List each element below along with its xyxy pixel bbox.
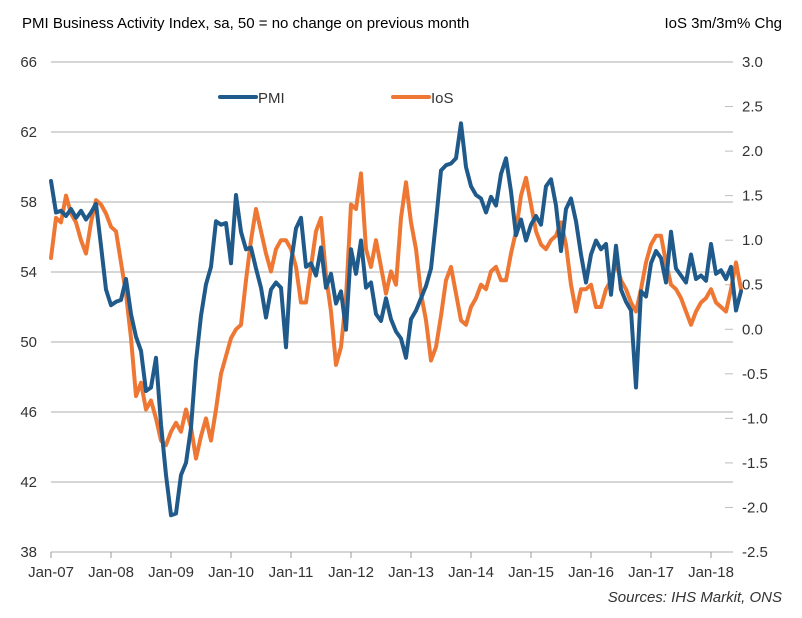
x-tick-label: Jan-10 <box>208 564 254 581</box>
legend: PMI IoS <box>218 90 454 107</box>
right-tick-label: -0.5 <box>742 366 768 383</box>
series-line-pmi <box>49 121 743 518</box>
series-line-ios <box>49 171 743 461</box>
source-note: Sources: IHS Markit, ONS <box>608 589 782 606</box>
right-tick-label: -2.0 <box>742 499 768 516</box>
left-tick-label: 66 <box>20 54 37 71</box>
legend-label-pmi: PMI <box>258 90 285 107</box>
x-tick-label: Jan-08 <box>88 564 134 581</box>
legend-label-ios: IoS <box>431 90 454 107</box>
x-tick-label: Jan-12 <box>328 564 374 581</box>
right-tick-label: 2.5 <box>742 99 763 116</box>
x-tick-label: Jan-09 <box>148 564 194 581</box>
x-tick-label: Jan-07 <box>28 564 74 581</box>
x-tick-label: Jan-13 <box>388 564 434 581</box>
right-tick-label: 2.0 <box>742 143 763 160</box>
right-tick-label: -1.0 <box>742 410 768 427</box>
left-tick-label: 42 <box>20 474 37 491</box>
left-tick-label: 62 <box>20 124 37 141</box>
left-tick-label: 38 <box>20 544 37 561</box>
chart-title: PMI Business Activity Index, sa, 50 = no… <box>22 15 469 32</box>
right-tick-label: 0.5 <box>742 277 763 294</box>
left-tick-label: 46 <box>20 404 37 421</box>
x-tick-label: Jan-16 <box>568 564 614 581</box>
right-y-axis: -2.5 -2.0 -1.5 -1.0 -0.5 0.0 0.5 1.0 1.5 2.0 2.5 3.… <box>725 54 768 561</box>
x-tick-label: Jan-18 <box>688 564 734 581</box>
left-tick-label: 58 <box>20 194 37 211</box>
left-tick-label: 54 <box>20 264 37 281</box>
left-tick-label: 50 <box>20 334 37 351</box>
right-tick-label: 3.0 <box>742 54 763 71</box>
right-tick-label: -1.5 <box>742 455 768 472</box>
left-y-axis: 38 42 46 50 54 58 62 66 <box>20 54 37 561</box>
x-tick-label: Jan-15 <box>508 564 554 581</box>
x-axis: Jan-07 Jan-08 Jan-09 Jan-10 Jan-11 Jan-12 Jan-… <box>28 552 734 581</box>
series-group <box>49 121 743 518</box>
right-tick-label: 1.5 <box>742 188 763 205</box>
right-axis-title: IoS 3m/3m% Chg <box>664 15 782 32</box>
x-tick-label: Jan-17 <box>628 564 674 581</box>
right-tick-label: 0.0 <box>742 321 763 338</box>
right-tick-label: 1.0 <box>742 232 763 249</box>
x-tick-label: Jan-14 <box>448 564 494 581</box>
right-tick-label: -2.5 <box>742 544 768 561</box>
x-tick-label: Jan-11 <box>269 564 314 581</box>
